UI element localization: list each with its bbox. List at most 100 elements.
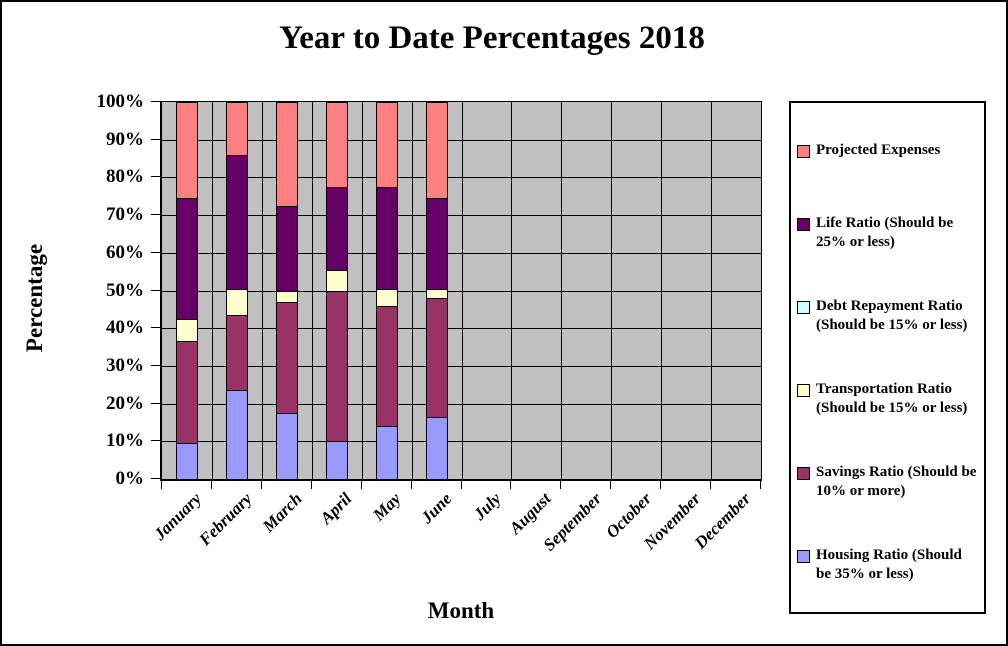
legend-swatch-icon <box>797 549 810 563</box>
x-tick-mark <box>510 481 512 489</box>
bar-segment-march <box>275 413 298 480</box>
x-tick-mark <box>660 481 662 489</box>
x-tick-mark <box>210 481 212 489</box>
gridline-vertical <box>411 102 413 479</box>
legend-item: Transportation Ratio (Should be 15% or l… <box>797 357 980 440</box>
bar-segment-april <box>325 290 348 443</box>
legend-label: Projected Expenses <box>816 142 941 159</box>
gridline-vertical <box>311 102 313 479</box>
bar-segment-may <box>375 288 398 307</box>
bar-segment-march <box>275 290 298 303</box>
chart-title: Year to Date Percentages 2018 <box>279 20 705 56</box>
legend-label: Housing Ratio (Should be 35% or less) <box>816 546 962 582</box>
y-tick-label: 100% <box>96 91 145 112</box>
bar-segment-april <box>325 186 348 271</box>
legend-row: Projected Expenses <box>797 141 940 160</box>
bar-segment-january <box>175 102 198 200</box>
month-label-april: April <box>316 489 356 528</box>
x-tick-mark <box>310 481 312 489</box>
x-tick-mark <box>610 481 612 489</box>
legend-item: Savings Ratio (Should be 10% or more) <box>797 440 980 523</box>
y-tick-mark <box>151 251 160 253</box>
x-tick-mark <box>710 481 712 489</box>
legend-item: Housing Ratio (Should be 35% or less) <box>797 523 980 606</box>
y-tick-label: 80% <box>106 166 144 188</box>
x-tick-mark <box>460 481 462 489</box>
bar-segment-january <box>175 318 198 343</box>
y-tick-mark <box>151 440 160 442</box>
x-tick-mark <box>360 481 362 489</box>
gridline-vertical <box>661 102 663 479</box>
bar-segment-march <box>275 301 298 415</box>
y-tick-label: 50% <box>106 279 144 301</box>
bar-segment-june <box>425 288 448 300</box>
x-tick-mark <box>410 481 412 489</box>
gridline-vertical <box>511 102 513 479</box>
bar-segment-may <box>375 305 398 428</box>
bar-segment-may <box>375 102 398 188</box>
bar-segment-april <box>325 441 348 480</box>
bar-segment-may <box>375 186 398 290</box>
month-label-february: February <box>195 489 256 550</box>
gridline-vertical <box>361 102 363 479</box>
bar-segment-january <box>175 198 198 320</box>
bar-segment-february <box>225 390 248 480</box>
bar-segment-february <box>225 315 248 392</box>
gridline-vertical <box>561 102 563 479</box>
legend-row: Debt Repayment Ratio (Should be 15% or l… <box>797 297 980 335</box>
legend-swatch-icon <box>797 218 810 232</box>
legend-swatch-icon <box>797 384 810 398</box>
legend-swatch-icon <box>797 145 810 159</box>
legend-label: Transportation Ratio (Should be 15% or l… <box>816 381 968 416</box>
y-tick-mark <box>151 289 160 291</box>
x-tick-mark <box>760 481 761 489</box>
gridline-vertical <box>711 102 713 479</box>
legend-row: Transportation Ratio (Should be 15% or l… <box>797 380 980 418</box>
y-axis-title: Percentage <box>22 243 47 353</box>
y-tick-mark <box>151 402 160 404</box>
bar-segment-january <box>175 443 198 480</box>
month-label-march: March <box>258 489 306 536</box>
y-tick-label: 90% <box>106 128 144 150</box>
bar-segment-june <box>425 416 448 480</box>
y-tick-label: 20% <box>106 392 144 414</box>
legend-row: Life Ratio (Should be 25% or less) <box>797 214 980 252</box>
bar-segment-march <box>275 102 298 207</box>
legend-item: Life Ratio (Should be 25% or less) <box>797 192 980 275</box>
x-axis-title: Month <box>427 598 495 623</box>
gridline-vertical <box>611 102 613 479</box>
legend-label: Savings Ratio (Should be 10% or more) <box>816 463 977 499</box>
bar-segment-june <box>425 102 448 200</box>
y-tick-label: 30% <box>106 354 144 376</box>
legend-row: Savings Ratio (Should be 10% or more) <box>797 463 980 501</box>
y-tick-label: 10% <box>106 430 144 452</box>
gridline-vertical <box>461 102 463 479</box>
month-label-june: June <box>416 489 455 528</box>
x-tick-mark <box>161 481 162 489</box>
legend-row: Housing Ratio (Should be 35% or less) <box>797 546 980 584</box>
legend-label: Life Ratio (Should be 25% or less) <box>816 215 954 251</box>
y-tick-mark <box>151 364 160 366</box>
bar-segment-february <box>225 288 248 317</box>
legend-swatch-icon <box>797 466 810 480</box>
bar-segment-may <box>375 426 398 480</box>
x-tick-mark <box>260 481 262 489</box>
y-tick-label: 70% <box>106 204 144 226</box>
bar-segment-june <box>425 198 448 290</box>
y-tick-mark <box>151 478 160 479</box>
bar-segment-february <box>225 102 248 156</box>
bar-segment-april <box>325 269 348 292</box>
y-tick-mark <box>151 327 160 329</box>
legend-item: Debt Repayment Ratio (Should be 15% or l… <box>797 275 980 358</box>
bar-segment-february <box>225 154 248 290</box>
month-label-may: May <box>369 489 406 525</box>
bar-segment-june <box>425 298 448 418</box>
y-tick-label: 0% <box>115 468 145 489</box>
month-label-july: July <box>470 489 505 524</box>
y-tick-mark <box>151 101 160 102</box>
gridline-vertical <box>211 102 213 479</box>
y-tick-label: 60% <box>106 241 144 263</box>
y-tick-mark <box>151 214 160 216</box>
y-tick-mark <box>151 138 160 140</box>
